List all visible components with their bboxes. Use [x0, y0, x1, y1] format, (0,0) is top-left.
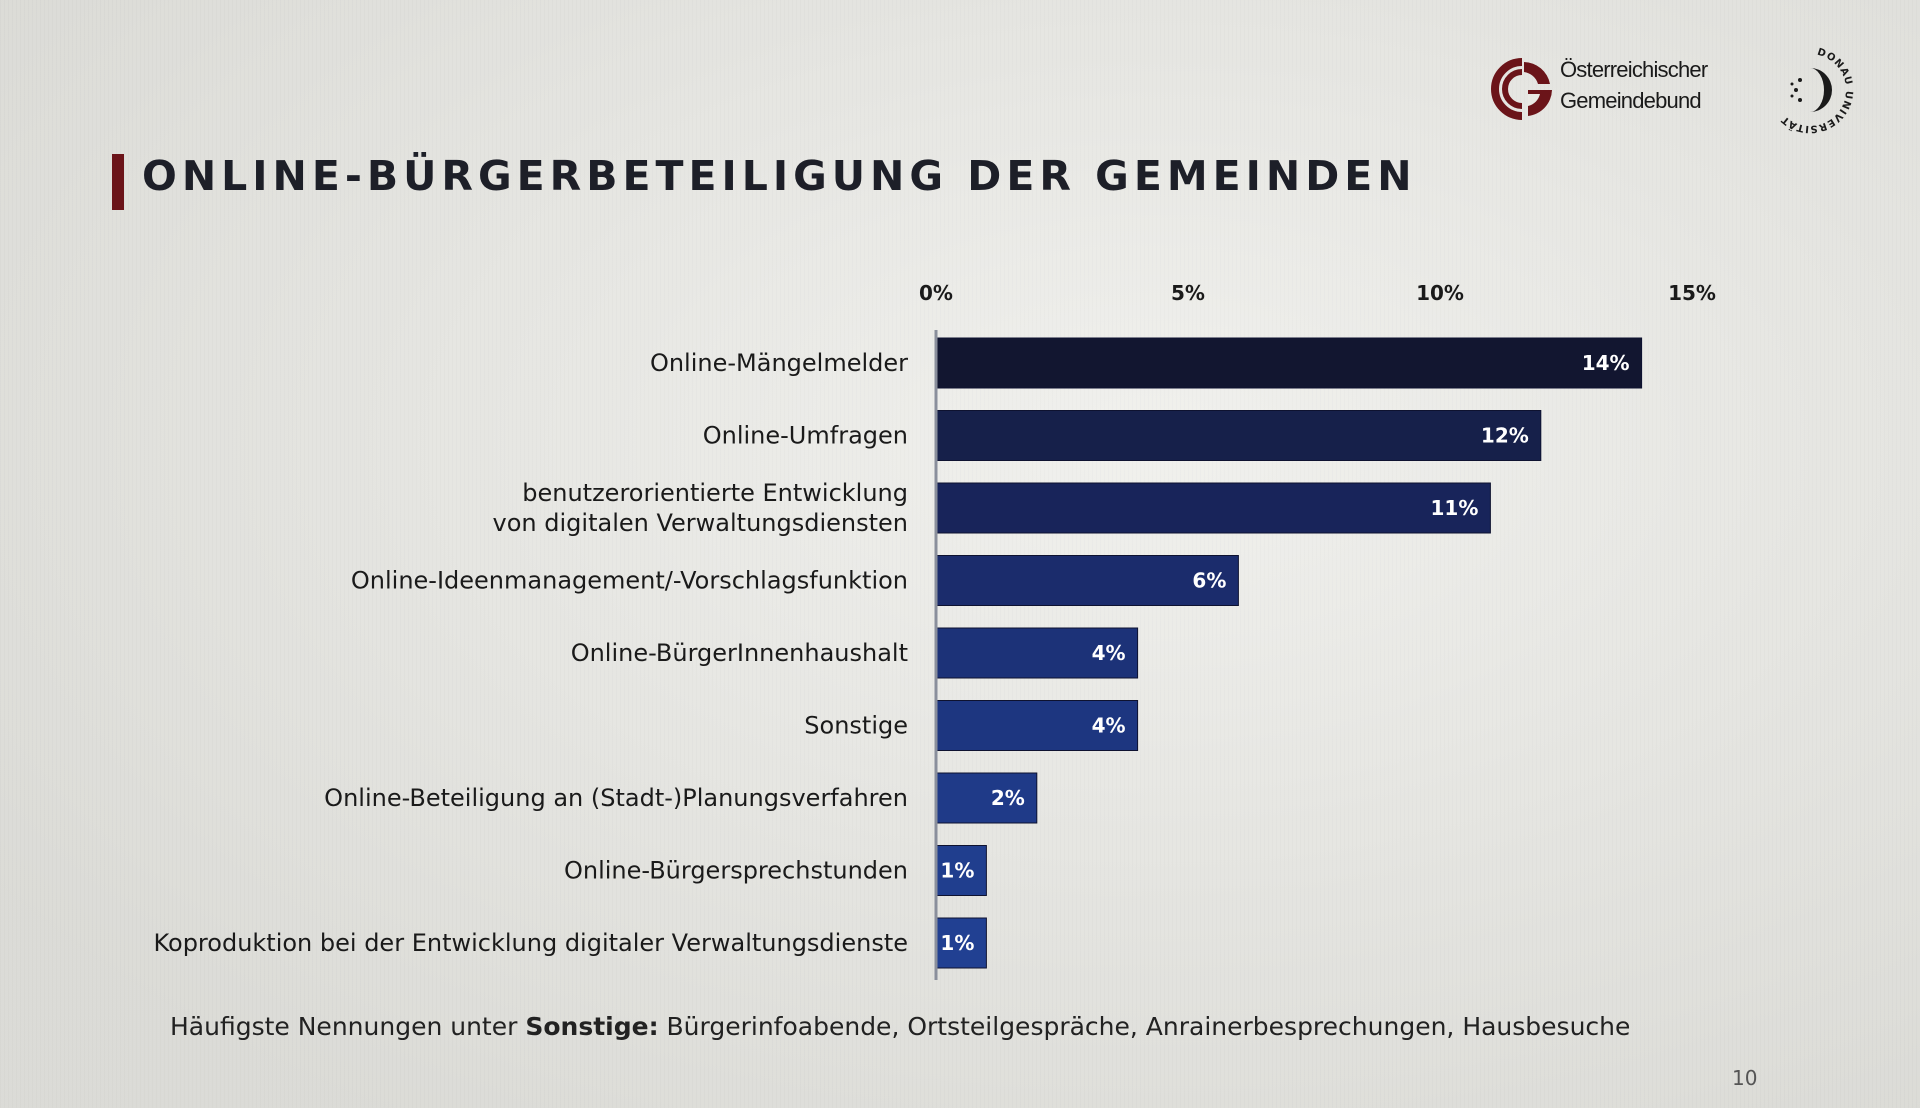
bar: [935, 627, 1139, 679]
category-label: Online-BürgerInnenhaushalt: [571, 639, 908, 667]
bar: [935, 845, 987, 896]
x-tick-label: 0%: [919, 281, 953, 305]
gemeindebund-name-line2: Gemeindebund: [1560, 88, 1702, 113]
data-label: 2%: [991, 786, 1025, 810]
bar: [935, 410, 1542, 461]
category-label: Online-Mängelmelder: [650, 349, 908, 377]
data-label: 1%: [940, 931, 974, 955]
footnote: Häufigste Nennungen unter Sonstige: Bürg…: [170, 1012, 1630, 1041]
category-label: Online-Ideenmanagement/-Vorschlagsfunkti…: [351, 567, 908, 595]
data-label: 12%: [1481, 424, 1529, 448]
bar: [935, 700, 1139, 751]
slide-title: ONLINE-BÜRGERBETEILIGUNG DER GEMEINDEN: [142, 152, 1417, 200]
data-label: 4%: [1092, 714, 1126, 738]
category-label: Sonstige: [804, 712, 908, 740]
x-tick-label: 5%: [1171, 281, 1205, 305]
gemeindebund-name-line1: Österreichischer: [1560, 57, 1708, 82]
data-label: 6%: [1192, 569, 1226, 593]
footnote-suffix: Bürgerinfoabende, Ortsteilgespräche, Anr…: [658, 1012, 1631, 1041]
data-label: 11%: [1431, 496, 1479, 520]
category-label: Online-Beteiligung an (Stadt-)Planungsve…: [324, 784, 908, 812]
bar: [935, 772, 1038, 824]
donau-universitaet-logo-icon: DONAU UNIVERSITÄT: [1779, 47, 1853, 134]
gemeindebund-logo-icon: [1491, 58, 1552, 120]
footnote-prefix: Häufigste Nennungen unter: [170, 1012, 526, 1041]
page-number: 10: [1732, 1066, 1758, 1090]
donau-universitaet-logo: DONAU UNIVERSITÄT: [1764, 44, 1856, 136]
x-tick-label: 10%: [1416, 281, 1464, 305]
data-label: 1%: [940, 859, 974, 883]
category-label: benutzerorientierte Entwicklung: [522, 479, 908, 507]
category-label: Koproduktion bei der Entwicklung digital…: [153, 929, 908, 957]
category-label: Online-Umfragen: [703, 422, 908, 450]
category-label: Online-Bürgersprechstunden: [564, 857, 908, 885]
category-label: von digitalen Verwaltungsdiensten: [493, 509, 908, 537]
title-accent-bar: [112, 154, 124, 210]
gemeindebund-logo: Österreichischer Gemeindebund: [1488, 48, 1708, 128]
footnote-bold: Sonstige:: [525, 1012, 659, 1041]
data-label: 14%: [1582, 351, 1630, 375]
x-tick-label: 15%: [1668, 281, 1716, 305]
bar: [935, 482, 1491, 534]
bar: [935, 555, 1239, 606]
bar: [935, 337, 1643, 389]
bar: [935, 917, 987, 969]
data-label: 4%: [1092, 641, 1126, 665]
